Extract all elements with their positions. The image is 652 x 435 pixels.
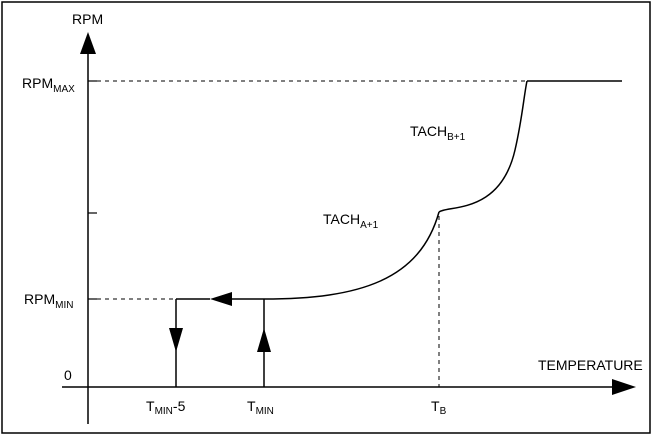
tach-a-curve: [263, 211, 440, 300]
tach-a-label: TACHA+1: [323, 211, 379, 231]
rpm-min-label: RPMMIN: [24, 291, 73, 311]
downward-arrow: [169, 328, 183, 352]
origin-label: 0: [64, 367, 72, 383]
y-axis-label: RPM: [72, 11, 103, 27]
rpm-max-label: RPMMAX: [22, 75, 75, 95]
leftward-arrow: [210, 292, 232, 306]
x-axis-label: TEMPERATURE: [538, 357, 643, 373]
tb-label: TB: [431, 398, 447, 417]
upward-arrow: [257, 328, 271, 352]
tach-b-label: TACHB+1: [410, 123, 466, 143]
x-axis-arrow: [612, 379, 636, 395]
tach-b-curve: [438, 80, 528, 213]
y-axis-arrow: [80, 32, 96, 54]
tmin-label: TMIN: [247, 398, 274, 417]
tmin-minus-5-label: TMIN-5: [146, 398, 186, 417]
